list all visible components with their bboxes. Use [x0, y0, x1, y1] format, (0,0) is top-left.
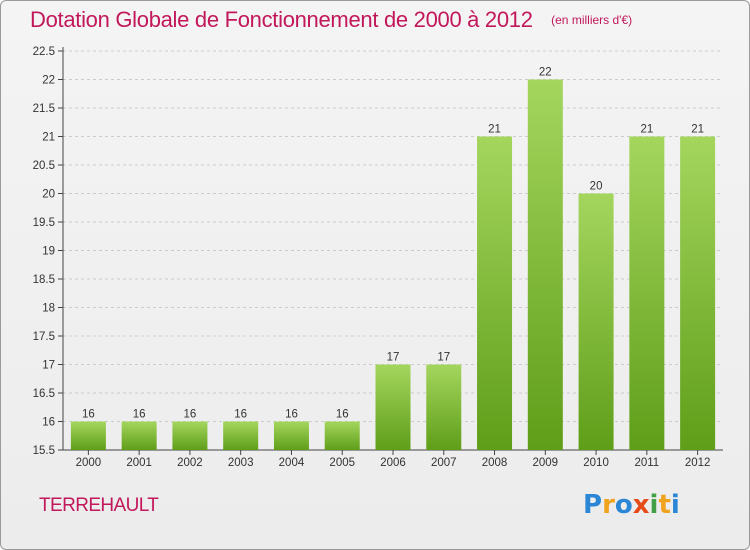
data-label: 21 — [488, 124, 501, 136]
x-tick-label: 2010 — [583, 457, 609, 469]
bar — [477, 136, 513, 450]
bar — [375, 364, 411, 450]
data-label: 16 — [285, 409, 298, 421]
logo-letter: x — [632, 490, 650, 520]
x-tick-label: 2007 — [431, 457, 457, 469]
data-label: 21 — [691, 124, 704, 136]
y-tick-label: 16 — [42, 417, 55, 429]
x-tick-label: 2008 — [482, 457, 508, 469]
logo-letter: o — [614, 490, 633, 520]
y-tick-label: 20.5 — [33, 160, 55, 172]
data-label: 17 — [387, 352, 400, 364]
bar — [121, 421, 157, 450]
chart-subtitle: (en milliers d'€) — [551, 13, 633, 27]
data-label: 16 — [336, 409, 349, 421]
y-tick-label: 19 — [42, 246, 55, 258]
title-row: Dotation Globale de Fonctionnement de 20… — [30, 7, 632, 33]
x-tick-label: 2009 — [533, 457, 559, 469]
y-tick-label: 16.5 — [33, 388, 55, 400]
bar — [680, 136, 716, 450]
x-tick-label: 2004 — [279, 457, 305, 469]
logo-letter: r — [602, 490, 615, 520]
x-tick-label: 2001 — [126, 457, 152, 469]
y-tick-label: 17.5 — [33, 331, 55, 343]
x-tick-label: 2005 — [329, 457, 355, 469]
bar — [223, 421, 259, 450]
x-tick-label: 2002 — [177, 457, 203, 469]
logo-letter: P — [583, 490, 603, 520]
logo-letter: t — [658, 490, 671, 520]
bar — [273, 421, 309, 450]
x-tick-label: 2011 — [634, 457, 659, 469]
bars — [70, 79, 716, 450]
bar — [70, 421, 106, 450]
chart-title: Dotation Globale de Fonctionnement de 20… — [30, 7, 533, 32]
data-label: 21 — [640, 124, 653, 136]
data-label: 16 — [82, 409, 95, 421]
y-tick-label: 22.5 — [33, 46, 55, 58]
x-tick-label: 2012 — [685, 457, 711, 469]
y-tick-label: 18 — [42, 303, 55, 315]
data-label: 16 — [133, 409, 146, 421]
bar — [629, 136, 665, 450]
proxiti-logo: Proxiti — [583, 490, 680, 520]
y-tick-label: 19.5 — [33, 217, 55, 229]
labels: 15.5 16 16.5 17 17.5 18 18.5 19 19.5 20 20.5 21 21.5… — [33, 46, 711, 469]
y-tick-label: 21.5 — [33, 103, 55, 115]
data-label: 20 — [590, 181, 603, 193]
y-tick-label: 17 — [42, 360, 55, 372]
logo-letter: i — [670, 490, 680, 520]
data-label: 22 — [539, 67, 552, 79]
data-label: 16 — [184, 409, 197, 421]
x-tick-label: 2006 — [380, 457, 406, 469]
bar — [527, 79, 563, 450]
bar — [426, 364, 462, 450]
x-tick-label: 2003 — [228, 457, 254, 469]
data-label: 16 — [234, 409, 247, 421]
y-tick-label: 15.5 — [33, 445, 55, 457]
y-tick-label: 21 — [42, 132, 55, 144]
y-tick-label: 18.5 — [33, 274, 55, 286]
y-tick-label: 22 — [42, 75, 55, 87]
logo-letter: i — [649, 490, 659, 520]
y-tick-label: 20 — [42, 189, 55, 201]
place-name: TERREHAULT — [39, 495, 159, 516]
bar — [578, 193, 614, 450]
bar — [324, 421, 360, 450]
x-tick-label: 2000 — [76, 457, 102, 469]
data-label: 17 — [437, 352, 450, 364]
bar — [172, 421, 208, 450]
